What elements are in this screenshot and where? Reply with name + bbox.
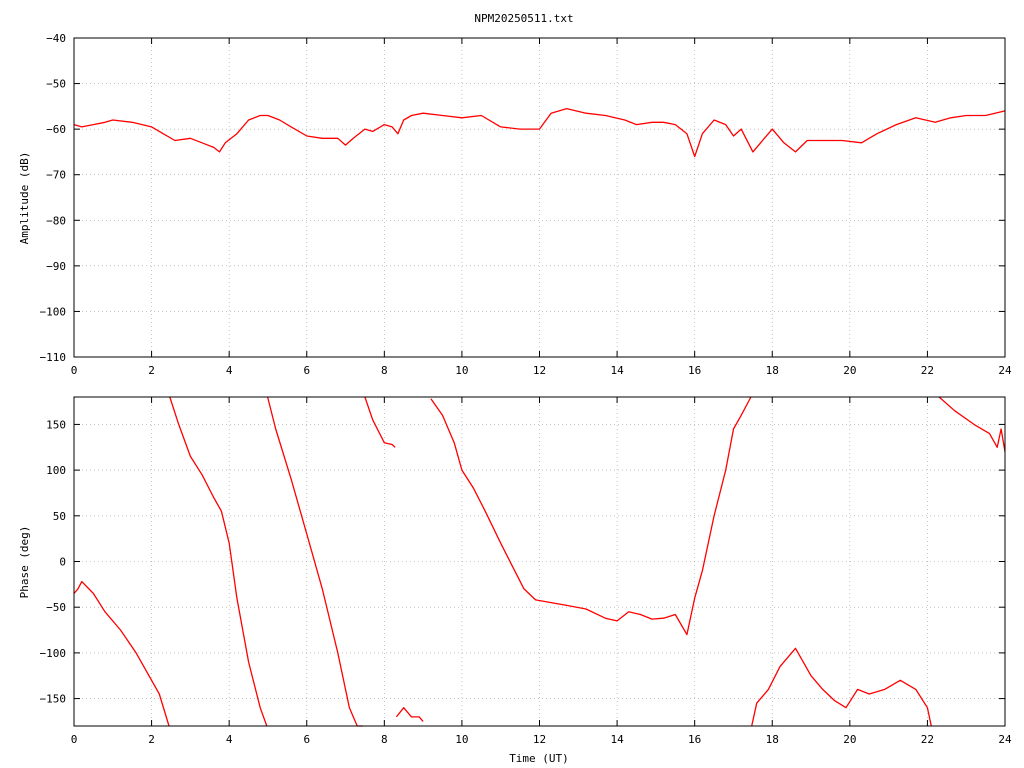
- amplitude-x-tick-label: 4: [226, 364, 233, 377]
- phase-x-tick-label: 14: [610, 733, 624, 746]
- amplitude-ticks: 0 2 4 6 8 10 12 14 16 18 20 22 24−40−50−60−70−80−90−…: [40, 32, 1012, 377]
- phase-grid: [74, 397, 1005, 726]
- phase-x-tick-label: 2: [148, 733, 155, 746]
- phase-y-tick-label: 100: [46, 464, 66, 477]
- amplitude-y-tick-label: −80: [46, 214, 66, 227]
- phase-x-tick-label: 18: [766, 733, 779, 746]
- phase-x-tick-label: 10: [455, 733, 468, 746]
- phase-y-tick-label: 150: [46, 418, 66, 431]
- phase-series: [73, 396, 1006, 727]
- amplitude-y-tick-label: −70: [46, 169, 66, 182]
- amplitude-panel: 0 2 4 6 8 10 12 14 16 18 20 22 24−40−50−60−70−80−90−…: [18, 32, 1012, 377]
- phase-ticks: 0 2 4 6 8 10 12 14 16 18 20 22 24150100500−50−100−15…: [40, 397, 1012, 746]
- amplitude-x-tick-label: 10: [455, 364, 468, 377]
- amplitude-x-tick-label: 20: [843, 364, 856, 377]
- amplitude-x-tick-label: 22: [921, 364, 934, 377]
- phase-x-tick-label: 0: [71, 733, 78, 746]
- amplitude-x-tick-label: 0: [71, 364, 78, 377]
- phase-x-tick-label: 16: [688, 733, 701, 746]
- amplitude-x-tick-label: 6: [303, 364, 310, 377]
- phase-x-axis-label: Time (UT): [509, 752, 569, 765]
- phase-panel: 0 2 4 6 8 10 12 14 16 18 20 22 24150100500−50−100−15…: [18, 396, 1012, 765]
- phase-y-tick-label: −100: [40, 647, 67, 660]
- phase-y-tick-label: −150: [40, 693, 67, 706]
- phase-y-axis-label: Phase (deg): [18, 526, 31, 599]
- amplitude-x-tick-label: 14: [610, 364, 624, 377]
- phase-y-tick-label: −50: [46, 601, 66, 614]
- amplitude-x-tick-label: 18: [766, 364, 779, 377]
- phase-y-tick-label: 0: [59, 556, 66, 569]
- amplitude-y-tick-label: −50: [46, 78, 66, 91]
- amplitude-y-tick-label: −100: [40, 305, 67, 318]
- amplitude-y-tick-label: −60: [46, 123, 66, 136]
- phase-x-tick-label: 6: [303, 733, 310, 746]
- amplitude-grid: [74, 38, 1005, 357]
- phase-series-line: [73, 396, 1006, 727]
- phase-y-tick-label: 50: [53, 510, 66, 523]
- amplitude-x-tick-label: 16: [688, 364, 701, 377]
- amplitude-y-axis-label: Amplitude (dB): [18, 152, 31, 245]
- amplitude-series: [73, 107, 1006, 158]
- amplitude-y-tick-label: −40: [46, 32, 66, 45]
- phase-x-tick-label: 8: [381, 733, 388, 746]
- chart-title: NPM20250511.txt: [474, 12, 573, 25]
- phase-x-tick-label: 12: [533, 733, 546, 746]
- amplitude-y-tick-label: −110: [40, 351, 67, 364]
- amplitude-x-tick-label: 2: [148, 364, 155, 377]
- amplitude-y-tick-label: −90: [46, 260, 66, 273]
- amplitude-x-tick-label: 24: [998, 364, 1012, 377]
- phase-x-tick-label: 4: [226, 733, 233, 746]
- phase-x-tick-label: 24: [998, 733, 1012, 746]
- amplitude-plot-frame: [73, 37, 1006, 358]
- amplitude-x-tick-label: 8: [381, 364, 388, 377]
- amplitude-x-tick-label: 12: [533, 364, 546, 377]
- phase-plot-frame: [73, 396, 1006, 727]
- phase-x-tick-label: 22: [921, 733, 934, 746]
- amplitude-series-line: [73, 107, 1006, 158]
- phase-x-tick-label: 20: [843, 733, 856, 746]
